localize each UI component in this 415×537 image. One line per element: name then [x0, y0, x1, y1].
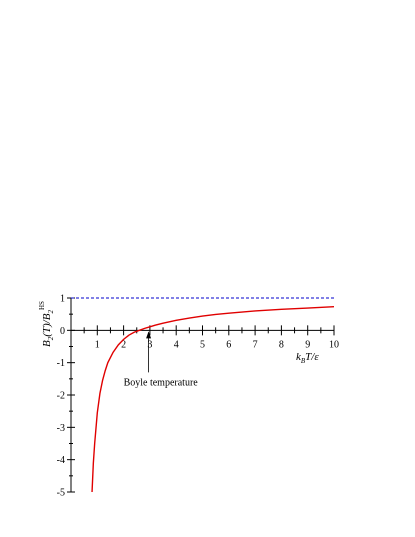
- y-axis-label-sup: HS: [38, 301, 46, 310]
- annotation-layer: Boyle temperature: [124, 331, 199, 388]
- y-tick-label: -3: [57, 423, 65, 434]
- x-tick-label: 1: [95, 339, 100, 350]
- x-tick-label: 10: [329, 339, 339, 350]
- annotation-label: Boyle temperature: [124, 377, 199, 388]
- annotation-arrowhead: [146, 331, 152, 339]
- y-tick-label: 0: [60, 326, 65, 337]
- x-tick-label: 2: [121, 339, 126, 350]
- x-tick-label: 7: [253, 339, 258, 350]
- x-tick-label: 3: [147, 339, 152, 350]
- x-axis-label-k: k: [296, 351, 302, 363]
- x-axis-label: kBT/ε: [296, 351, 319, 365]
- y-axis-label-sub1: 2: [47, 336, 55, 340]
- y-axis-label-sub2: 2: [47, 310, 55, 314]
- series-layer: [71, 297, 335, 493]
- x-tick-label: 9: [305, 339, 310, 350]
- y-tick-label: 1: [60, 294, 65, 305]
- x-axis-label-rest: T/ε: [305, 351, 319, 363]
- x-tick-label: 8: [279, 339, 284, 350]
- y-tick-label: -1: [57, 358, 65, 369]
- x-tick-label: 5: [200, 339, 205, 350]
- b2-ratio-curve: [91, 306, 335, 493]
- x-tick-label: 4: [174, 339, 179, 350]
- x-axis-label-sub: B: [301, 357, 306, 365]
- x-tick-label: 6: [226, 339, 231, 350]
- y-axis-label-mid: (T)/B: [41, 313, 53, 337]
- y-tick-label: -2: [57, 391, 65, 402]
- y-axis-label: B2(T)/B2HS: [38, 301, 55, 347]
- y-axis-label-b: B: [41, 340, 53, 347]
- y-tick-label: -4: [57, 455, 65, 466]
- y-tick-label: -5: [57, 488, 65, 499]
